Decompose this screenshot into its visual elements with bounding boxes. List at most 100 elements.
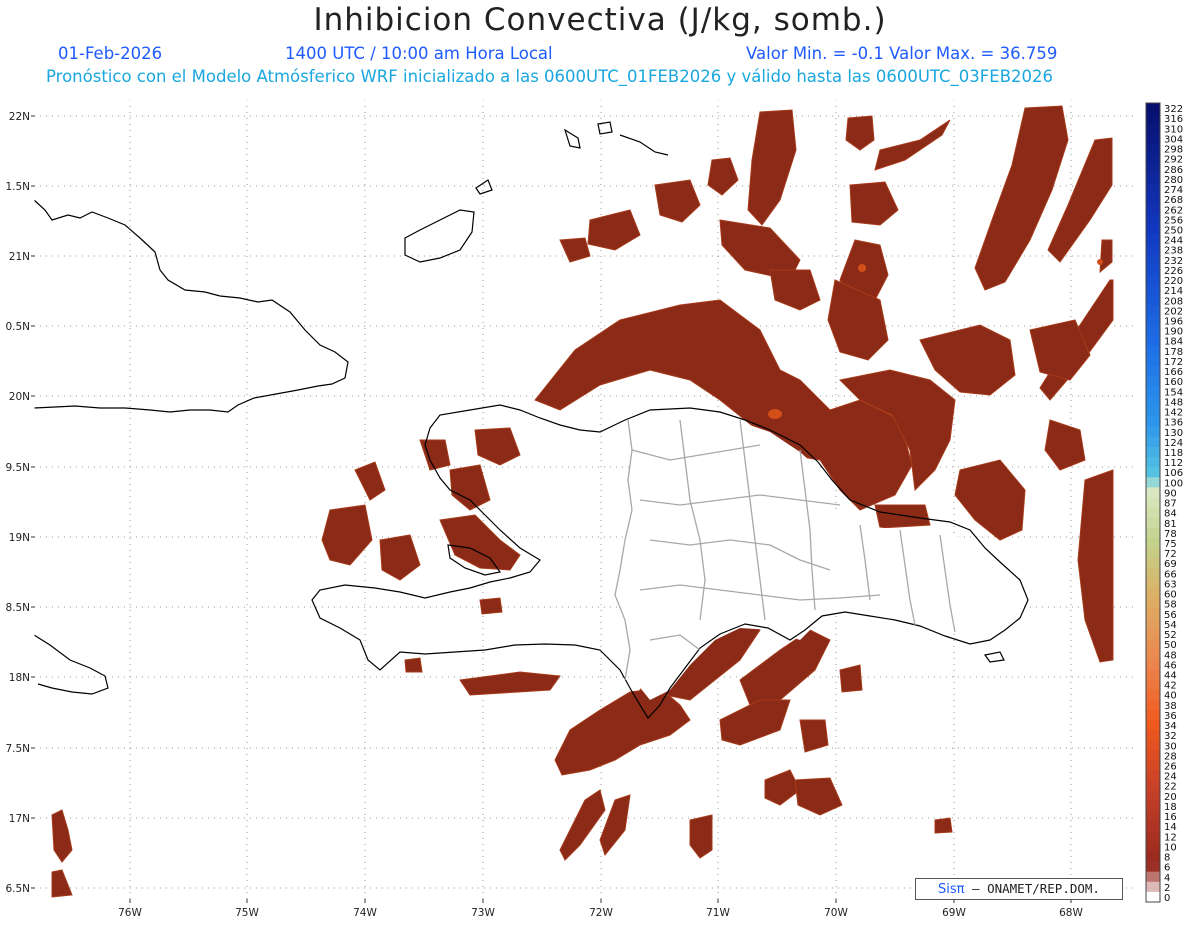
colorbar-swatch [1146,760,1160,772]
colorbar-swatch [1146,113,1160,124]
colorbar-swatch [1146,396,1160,407]
province-border [679,419,706,621]
longitude-label: 75W [235,907,259,919]
shade-region [559,237,591,263]
colorbar-label: 81 [1164,519,1177,530]
colorbar-swatch [1146,365,1160,377]
colorbar-label: 232 [1164,256,1183,267]
colorbar-label: 16 [1164,812,1177,823]
colorbar-swatch [1146,204,1160,215]
colorbar-swatch [1146,558,1160,569]
colorbar-label: 130 [1164,428,1183,439]
colorbar-label: 184 [1164,337,1183,348]
lat-lon-grid [34,100,1135,900]
longitude-label: 76W [118,907,142,919]
colorbar-label: 304 [1164,134,1183,145]
shade-region [51,869,73,898]
shade-region [459,671,561,696]
colorbar-swatch [1146,456,1160,468]
shade-region [839,664,863,693]
colorbar-label: 87 [1164,499,1177,510]
map-border [33,99,1136,901]
colorbar-label: 226 [1164,266,1183,277]
latitude-label: 9.5N [5,462,30,474]
colorbar-label: 60 [1164,590,1177,601]
colorbar-swatch [1146,730,1160,741]
colorbar-label: 0 [1164,893,1170,904]
colorbar-swatch [1146,780,1160,792]
longitude-labels: 76W 75W 74W 73W 72W 71W 70W 69W 68W [118,899,1083,919]
colorbar-swatch [1146,851,1160,863]
shade-region [874,504,931,529]
coastline-cuba [33,199,349,413]
shade-region [747,109,797,226]
forecast-date: 01-Feb-2026 [58,44,163,63]
longitude-label: 74W [353,907,377,919]
colorbar-swatch [1146,709,1160,721]
shade-region [51,809,73,863]
colorbar-swatch [1146,810,1160,822]
colorbar-label: 142 [1164,408,1183,419]
colorbar-label: 84 [1164,509,1177,520]
colorbar-swatch [1146,821,1160,832]
colorbar-label: 190 [1164,327,1183,338]
shade-region [1029,319,1091,381]
colorbar-swatch [1146,376,1160,387]
colorbar-swatch [1146,568,1160,579]
colorbar-label: 42 [1164,681,1177,692]
shade-region [474,427,521,466]
colorbar-label: 26 [1164,762,1177,773]
colorbar-label: 268 [1164,195,1183,206]
colorbar-swatch [1146,477,1160,488]
forecast-description: Pronóstico con el Modelo Atmósferico WRF… [46,67,1054,86]
latitude-label: 0.5N [5,321,30,333]
hotspot [858,264,866,272]
colorbar-label: 69 [1164,559,1177,570]
colorbar-swatch [1146,659,1160,670]
colorbar-swatch [1146,750,1160,761]
colorbar-swatch [1146,689,1160,701]
colorbar-label: 63 [1164,579,1177,590]
latitude-label: 8.5N [5,602,30,614]
shade-region [559,789,606,861]
colorbar-swatch [1146,831,1160,842]
coastline-islet [475,179,493,195]
colorbar-label: 208 [1164,296,1183,307]
sispi-logo: Sisπ [938,882,965,897]
colorbar-label: 38 [1164,701,1177,712]
shade-region [874,119,951,171]
latitude-label: 19N [9,532,30,544]
colorbar-swatch [1146,153,1160,165]
hotspot [1097,259,1103,265]
province-border [799,449,816,611]
colorbar-label: 44 [1164,670,1177,681]
colorbar-swatch [1146,244,1160,256]
colorbar-swatch [1146,740,1160,751]
colorbar-swatch [1146,527,1160,539]
forecast-time: 1400 UTC / 10:00 am Hora Local [285,44,553,63]
colorbar-label: 250 [1164,225,1183,236]
colorbar-swatch [1146,285,1160,296]
province-border [649,634,701,651]
colorbar-swatch [1146,355,1160,367]
colorbar-swatch [1146,103,1160,114]
latitude-label: 7.5N [5,743,30,755]
colorbar-swatch [1146,517,1160,529]
colorbar-label: 8 [1164,853,1170,864]
colorbar-label: 154 [1164,387,1183,398]
colorbar-label: 172 [1164,357,1183,368]
province-border [899,529,916,626]
colorbar-label: 178 [1164,347,1183,358]
colorbar-swatch [1146,487,1160,498]
colorbar-label: 75 [1164,539,1177,550]
colorbar-label: 32 [1164,731,1177,742]
coastline-jamaica [33,634,109,695]
latitude-label: 17N [9,813,30,825]
colorbar-swatch [1146,841,1160,852]
colorbar-label: 262 [1164,205,1183,216]
colorbar-swatch [1146,345,1160,357]
shade-region [654,179,701,223]
latitude-label: 20N [9,391,30,403]
colorbar-swatch [1146,699,1160,711]
province-border [939,534,956,633]
